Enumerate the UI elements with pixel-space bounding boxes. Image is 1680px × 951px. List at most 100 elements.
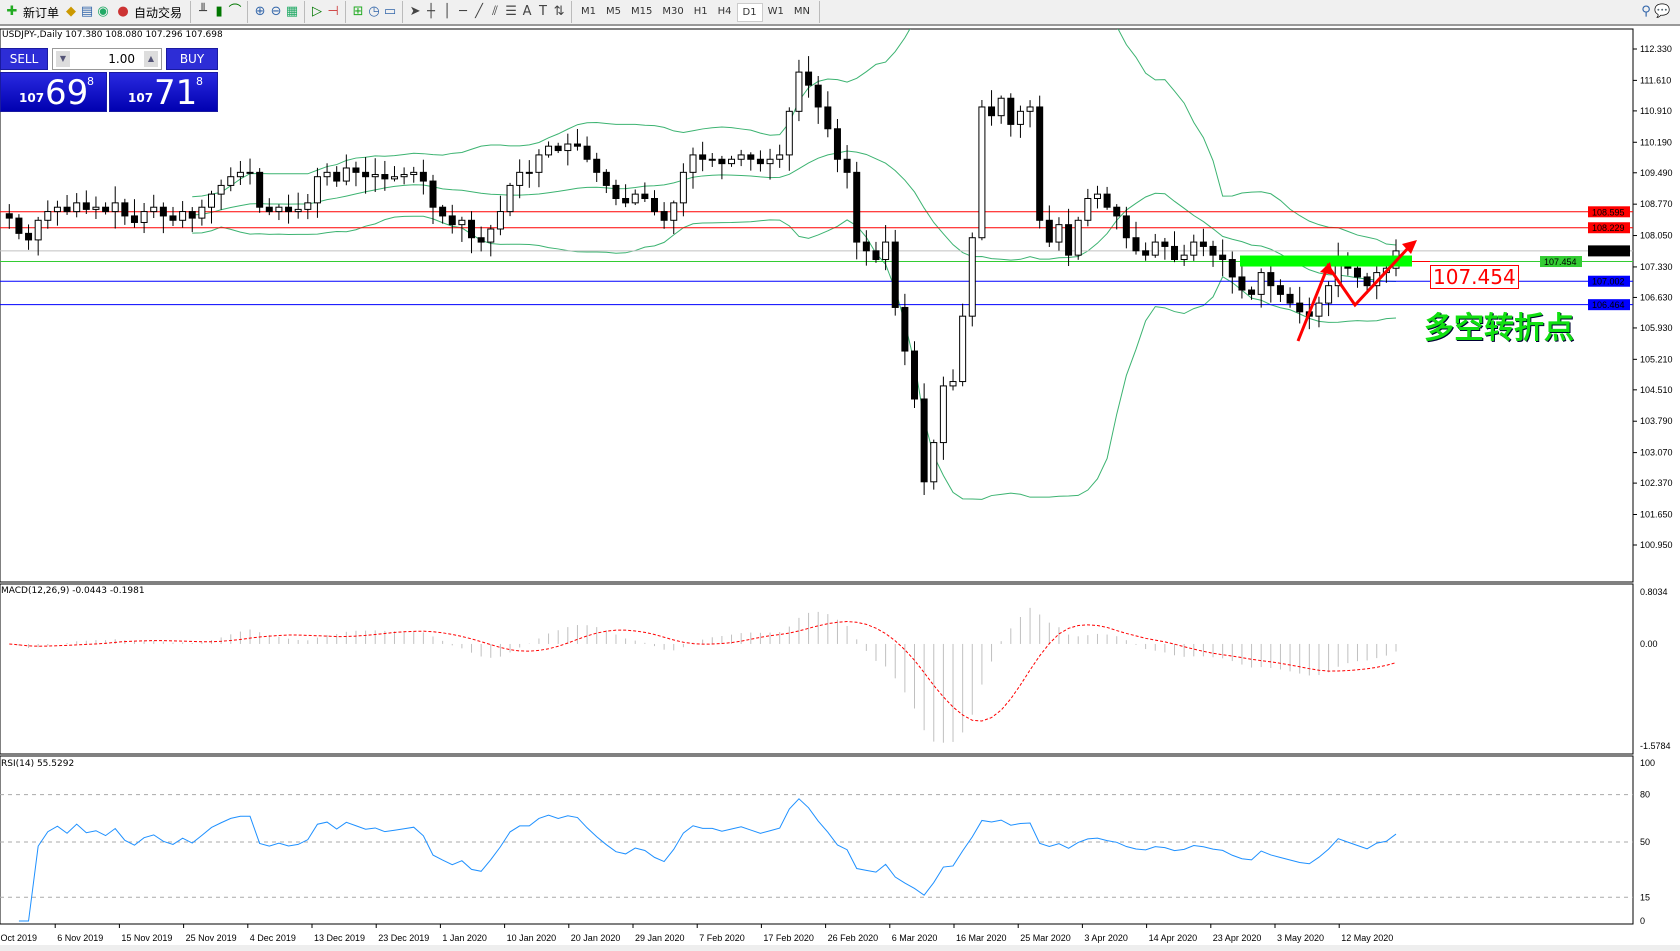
candle-bull — [410, 171, 418, 176]
candle-bull — [227, 176, 235, 186]
candle-bear — [333, 171, 341, 182]
time-label: 3 Apr 2020 — [1084, 933, 1128, 943]
candle-bear — [102, 206, 110, 213]
level-badge-label: 106.464 — [1592, 300, 1625, 310]
rsi-frame — [0, 755, 1634, 925]
buy-price[interactable]: 107 71 8 — [109, 72, 218, 113]
timeframe-H4[interactable]: H4 — [717, 5, 732, 17]
rsi-tick-label: 80 — [1640, 790, 1650, 800]
vertical-line-icon[interactable]: │ — [443, 4, 451, 19]
candle-bull — [882, 241, 890, 261]
price-tick-label: 110.910 — [1640, 106, 1672, 116]
trendline-icon[interactable]: ╱ — [475, 4, 483, 19]
level-badge — [1588, 206, 1630, 218]
candle-bull — [930, 442, 938, 483]
lot-size-input[interactable]: ▼ 1.00 ▲ — [52, 48, 162, 70]
candle-bear — [602, 171, 610, 186]
bar-chart-icon[interactable]: ╨ — [199, 4, 207, 19]
buy-button[interactable]: BUY — [166, 48, 218, 70]
divider — [247, 1, 249, 23]
chat-icon[interactable]: 💬 — [1654, 4, 1671, 19]
candle-bear — [1296, 302, 1304, 313]
timeframe-M15[interactable]: M15 — [631, 5, 653, 17]
chart-canvas[interactable]: 112.330 111.610 110.910 110.190 109.490 108.7… — [0, 28, 1680, 951]
search-icon[interactable]: ⚲ — [1641, 4, 1651, 19]
candle-bear — [63, 206, 71, 213]
equidistant-channel-icon[interactable]: ⫽ — [492, 4, 498, 19]
candlestick-icon[interactable]: ▮ — [215, 4, 223, 19]
text-label-icon[interactable]: T — [539, 4, 547, 19]
candle-bear — [1219, 254, 1227, 261]
time-label: 1 Jan 2020 — [442, 933, 487, 943]
candle-bull — [53, 206, 61, 213]
chart-shift-icon[interactable]: ⊣ — [327, 4, 339, 19]
macd-tick-label: -1.5784 — [1640, 741, 1671, 751]
timeframe-M30[interactable]: M30 — [662, 5, 684, 17]
periods-icon[interactable]: ◷ — [368, 4, 380, 19]
sell-price[interactable]: 107 69 8 — [0, 72, 107, 113]
candle-bull — [496, 211, 504, 230]
price-tick-label: 105.210 — [1640, 354, 1673, 364]
auto-trading-button[interactable]: ● 自动交易 — [111, 1, 186, 23]
candle-bear — [362, 171, 370, 178]
auto-scroll-icon[interactable]: ▷ — [312, 4, 323, 19]
time-label: 17 Feb 2020 — [763, 933, 814, 943]
candle-bull — [506, 184, 514, 213]
fibonacci-icon[interactable]: ☰ — [505, 4, 517, 19]
candle-bear — [814, 84, 822, 108]
divider — [818, 1, 820, 23]
lot-increase-button[interactable]: ▲ — [144, 51, 158, 67]
text-icon[interactable]: A — [522, 4, 532, 19]
level-badge — [1540, 256, 1582, 268]
candle-bear — [1113, 206, 1121, 217]
candle-bear — [352, 167, 360, 173]
sell-button[interactable]: SELL — [0, 48, 48, 70]
main-chart-frame — [0, 28, 1634, 583]
timeframe-H1[interactable]: H1 — [693, 5, 708, 17]
market-watch-icon[interactable]: ◆ — [66, 4, 77, 19]
arrows-icon[interactable]: ⇅ — [553, 4, 565, 19]
candle-bear — [660, 211, 668, 221]
horizontal-line-icon[interactable]: ─ — [459, 4, 467, 19]
cursor-icon[interactable]: ➤ — [409, 4, 421, 19]
price-tick-label: 109.490 — [1640, 168, 1673, 178]
candle-bull — [737, 154, 745, 160]
candle-bull — [304, 202, 312, 210]
templates-icon[interactable]: ▭ — [383, 4, 397, 19]
candle-bear — [419, 171, 427, 182]
lot-decrease-button[interactable]: ▼ — [56, 51, 70, 67]
zoom-in-icon[interactable]: ⊕ — [254, 4, 266, 19]
candle-bull — [795, 71, 803, 112]
candle-bear — [554, 145, 562, 152]
candle-bull — [1151, 241, 1159, 256]
candle-bear — [1036, 106, 1044, 221]
timeframe-D1[interactable]: D1 — [736, 2, 763, 22]
level-badge-label: 108.229 — [1592, 223, 1625, 233]
candle-bull — [1180, 254, 1188, 261]
candle-bull — [535, 154, 543, 173]
timeframe-W1[interactable]: W1 — [767, 5, 784, 17]
sell-price-big: 107 — [19, 91, 45, 105]
time-label: 7 Feb 2020 — [699, 933, 745, 943]
status-strip — [0, 945, 1680, 951]
timeframe-M1[interactable]: M1 — [581, 5, 597, 17]
time-label: 10 Jan 2020 — [507, 933, 557, 943]
tile-windows-icon[interactable]: ▦ — [285, 4, 299, 19]
data-window-icon[interactable]: ▤ — [80, 4, 94, 19]
line-chart-icon[interactable]: ⌒ — [228, 4, 242, 19]
time-label: 25 Mar 2020 — [1020, 933, 1071, 943]
zoom-out-icon[interactable]: ⊖ — [270, 4, 282, 19]
macd-tick-label: 0.8034 — [1640, 587, 1668, 597]
price-tick-label: 110.190 — [1640, 137, 1672, 147]
candle-bear — [265, 206, 273, 213]
timeframe-M5[interactable]: M5 — [606, 5, 622, 17]
annotation-price-label: 107.454 — [1430, 265, 1519, 289]
timeframe-MN[interactable]: MN — [793, 5, 810, 17]
crosshair-icon[interactable]: ┼ — [427, 4, 435, 19]
candle-bear — [477, 237, 485, 243]
sell-price-main: 69 — [45, 73, 89, 113]
new-order-button[interactable]: ✚ 新订单 — [0, 1, 63, 23]
signals-icon[interactable]: ◉ — [97, 4, 109, 19]
indicators-icon[interactable]: ⊞ — [352, 4, 364, 19]
candle-bull — [728, 158, 736, 165]
